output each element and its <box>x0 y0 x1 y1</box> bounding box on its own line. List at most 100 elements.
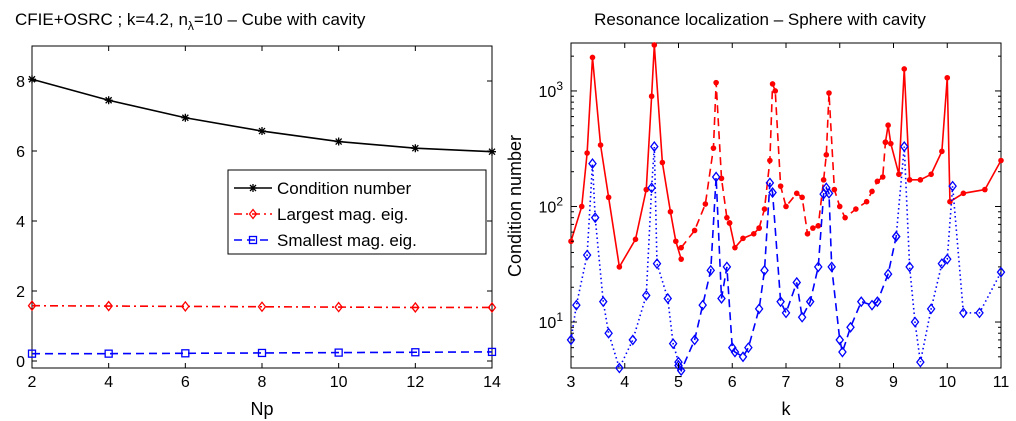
data-point <box>597 142 604 148</box>
y-tick-label: 102 <box>539 194 564 216</box>
data-point <box>641 289 651 301</box>
data-point <box>27 349 37 358</box>
data-point <box>589 54 596 61</box>
left-chart-title: CFIE+OSRC ; k=4.2, nλ=10 – Cube with cav… <box>15 10 366 33</box>
data-point <box>824 187 834 199</box>
legend-label: Condition number <box>277 179 412 198</box>
x-tick-label: 7 <box>782 374 791 391</box>
data-point <box>928 171 934 178</box>
left-chart-marks <box>27 75 497 358</box>
data-point <box>750 231 757 237</box>
data-point <box>732 244 738 251</box>
data-point <box>926 303 936 315</box>
data-point <box>488 147 496 156</box>
y-tick-label: 4 <box>16 214 25 231</box>
data-point <box>181 349 190 358</box>
data-point <box>632 236 639 243</box>
left-chart-panel: CFIE+OSRC ; k=4.2, nλ=10 – Cube with cav… <box>15 10 501 419</box>
data-point <box>181 113 190 122</box>
data-point <box>651 42 658 48</box>
data-point <box>588 158 597 170</box>
data-point <box>906 177 913 183</box>
data-point <box>628 334 638 346</box>
data-point <box>713 79 719 86</box>
right-chart-ticks: 3 4 5 6 7 8 9 10 11 101 102 103 <box>539 43 1009 391</box>
data-point <box>28 75 36 84</box>
data-point <box>797 311 807 323</box>
data-point <box>805 296 815 308</box>
x-tick-label: 8 <box>258 374 267 391</box>
data-point <box>104 349 113 358</box>
data-point <box>690 334 699 346</box>
data-point <box>996 266 1006 278</box>
data-point <box>257 348 267 358</box>
right-x-axis-label: k <box>782 399 792 419</box>
data-point <box>27 300 37 312</box>
data-point <box>767 157 773 164</box>
data-point <box>566 334 576 346</box>
data-point <box>668 338 678 350</box>
data-point <box>181 300 190 312</box>
legend-label: Smallest mag. eig. <box>277 231 417 250</box>
data-point <box>584 150 590 156</box>
x-tick-label: 6 <box>728 374 737 391</box>
data-point <box>804 231 811 237</box>
x-tick-label: 5 <box>674 374 683 391</box>
left-chart-legend: Condition number Largest mag. eig. Smalles… <box>227 169 487 255</box>
x-tick-label: 12 <box>406 374 424 391</box>
data-point <box>698 299 708 311</box>
x-tick-label: 3 <box>567 374 576 391</box>
data-point <box>722 261 732 273</box>
data-point <box>939 148 945 155</box>
data-point <box>873 296 882 308</box>
data-point <box>882 139 889 146</box>
data-point <box>863 198 870 205</box>
data-point <box>659 159 666 166</box>
legend-marker <box>248 235 258 245</box>
data-point <box>846 321 855 333</box>
data-point <box>756 225 762 231</box>
data-point <box>740 235 746 242</box>
x-tick-label: 4 <box>620 374 629 391</box>
data-point <box>258 127 266 136</box>
data-point <box>673 238 679 245</box>
data-point <box>717 292 726 304</box>
data-point <box>604 327 613 339</box>
data-point <box>975 307 984 319</box>
data-point <box>998 157 1004 164</box>
data-point <box>937 258 947 270</box>
data-point <box>781 307 791 319</box>
right-y-axis-label: Condition number <box>505 135 525 277</box>
data-point <box>888 140 894 147</box>
series-line-4 <box>758 83 887 236</box>
data-point <box>905 261 914 273</box>
x-tick-label: 10 <box>330 374 348 391</box>
data-point <box>761 206 768 212</box>
data-point <box>648 93 655 100</box>
data-point <box>647 182 656 194</box>
data-point <box>883 268 893 280</box>
x-tick-label: 14 <box>483 374 501 391</box>
data-point <box>948 180 957 192</box>
data-point <box>760 264 769 276</box>
data-point <box>826 90 832 96</box>
data-point <box>615 362 624 374</box>
data-point <box>899 141 909 153</box>
right-chart-title: Resonance localization – Sphere with cav… <box>594 10 926 29</box>
right-chart-marks <box>566 42 1006 377</box>
data-point <box>605 194 612 201</box>
data-point <box>738 351 748 363</box>
y-tick-label: 103 <box>539 79 564 101</box>
data-point <box>334 137 343 146</box>
data-point <box>982 186 988 193</box>
data-point <box>104 300 113 312</box>
data-point <box>820 177 827 183</box>
data-point <box>678 244 684 251</box>
data-point <box>724 214 730 221</box>
data-point <box>334 348 343 357</box>
data-point <box>959 307 968 319</box>
data-point <box>616 264 623 270</box>
left-x-axis-label: Np <box>250 399 273 419</box>
data-point <box>744 342 753 354</box>
data-point <box>831 186 838 193</box>
